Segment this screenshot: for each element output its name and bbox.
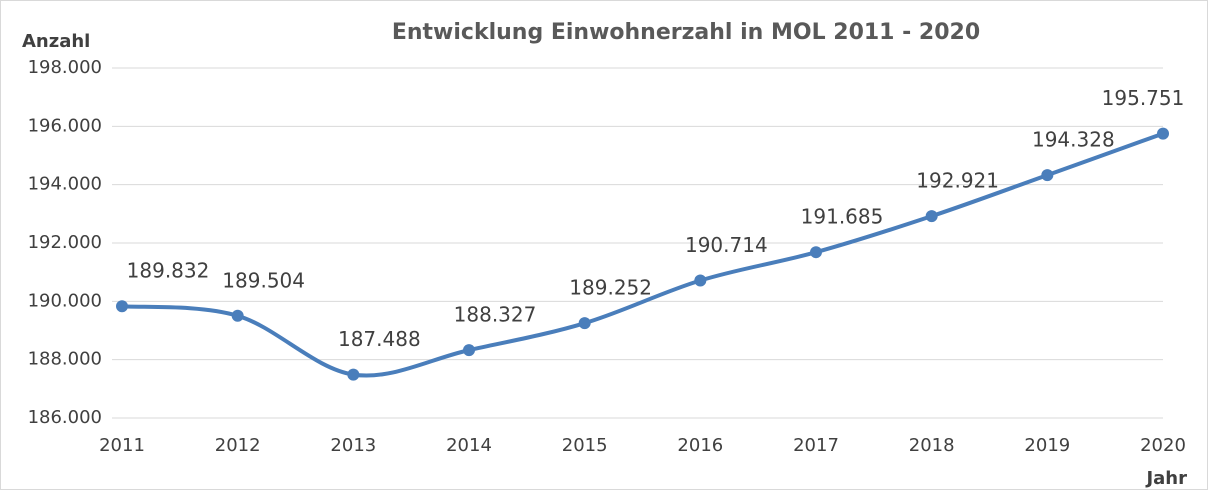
y-tick-label: 188.000 xyxy=(28,349,102,370)
x-tick-label: 2020 xyxy=(1140,435,1186,456)
point xyxy=(231,309,244,322)
data-label: 192.921 xyxy=(916,169,999,193)
data-label: 190.714 xyxy=(685,233,768,257)
point xyxy=(925,210,938,223)
point xyxy=(116,300,128,313)
point xyxy=(578,317,591,330)
data-label: 187.488 xyxy=(338,327,421,351)
x-tick-label: 2012 xyxy=(215,435,261,456)
data-label: 188.327 xyxy=(454,303,537,327)
x-axis-title: Jahr xyxy=(1144,468,1187,489)
x-tick-label: 2014 xyxy=(446,435,492,456)
point xyxy=(463,344,475,357)
point xyxy=(347,368,360,381)
x-tick-label: 2011 xyxy=(99,435,145,456)
y-axis-title: Anzahl xyxy=(22,31,90,52)
y-tick-label: 192.000 xyxy=(28,232,102,253)
data-label: 191.685 xyxy=(801,205,884,229)
y-tick-label: 196.000 xyxy=(28,115,102,136)
x-tick-label: 2015 xyxy=(562,435,608,456)
data-label: 194.328 xyxy=(1032,128,1115,152)
x-tick-label: 2017 xyxy=(793,435,839,456)
data-label: 189.252 xyxy=(569,276,652,300)
x-tick-label: 2016 xyxy=(677,435,723,456)
point xyxy=(694,274,707,287)
line xyxy=(121,131,1164,378)
x-tick-label: 2018 xyxy=(909,435,955,456)
point xyxy=(810,246,822,259)
point xyxy=(1041,169,1054,182)
x-tick-label: 2013 xyxy=(330,435,376,456)
data-label: 195.751 xyxy=(1102,86,1185,110)
y-tick-label: 198.000 xyxy=(28,57,102,78)
chart-title: Entwicklung Einwohnerzahl in MOL 2011 - … xyxy=(392,20,980,45)
data-label: 189.832 xyxy=(127,259,210,283)
point xyxy=(1157,127,1169,140)
data-label: 189.504 xyxy=(222,268,305,292)
y-tick-label: 186.000 xyxy=(28,407,102,428)
y-tick-label: 194.000 xyxy=(28,174,102,195)
x-tick-label: 2019 xyxy=(1024,435,1070,456)
y-tick-label: 190.000 xyxy=(28,290,102,311)
